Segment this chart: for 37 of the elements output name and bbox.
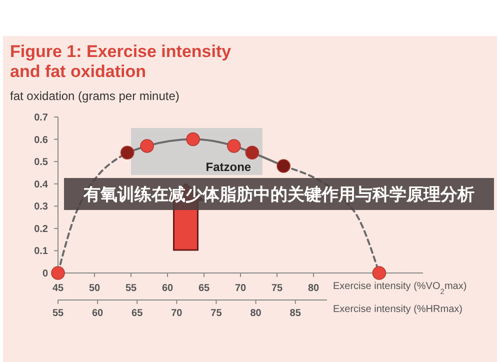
x-tick-label: 80 [308,283,320,294]
y-axis-title: fat oxidation (grams per minute) [10,89,180,103]
y-tick-label: 0.4 [34,179,48,190]
y-tick-label: 0.5 [34,157,48,168]
point [372,266,386,280]
y-tick-label: 0.1 [34,246,48,258]
x-tick-label: 55 [125,283,137,294]
point [51,266,65,280]
x2-tick-label: 55 [52,308,64,319]
x-tick-label: 75 [271,283,283,294]
x2-tick-label: 60 [92,308,104,319]
x2-axis-title: Exercise intensity (%HRmax) [333,304,462,315]
annotation: 有氧训练在减少体脂肪中的关键作用与科学原理分析 [82,184,474,205]
x2-tick-label: 85 [290,308,302,319]
point [120,146,134,160]
x-tick-label: 50 [88,283,100,294]
x2-tick-label: 75 [210,308,222,319]
x2-tick-label: 80 [250,308,262,319]
x2-tick-label: 65 [132,308,144,319]
x-tick-label: 65 [198,283,210,294]
y-tick-label: 0.2 [34,224,48,235]
x-tick-label: 70 [234,283,246,294]
point [140,139,154,153]
x-tick-label: 45 [52,283,64,294]
band-label: Fatzone [206,160,252,174]
point [186,132,200,146]
x2-tick-label: 70 [171,308,183,319]
y-tick-label: 0 [42,268,48,280]
x-axis-title: Exercise intensity (%VO$_{2}$max) [333,281,467,296]
point [276,159,290,173]
x-tick-label: 60 [162,283,174,294]
point [245,146,260,160]
chart-title: Figure 1: Exercise intensity and fat oxidation [10,42,232,81]
point [227,139,241,153]
y-tick-label: 0.7 [34,112,48,124]
y-tick-label: 0.3 [34,202,48,213]
y-tick-label: 0.6 [34,134,48,146]
